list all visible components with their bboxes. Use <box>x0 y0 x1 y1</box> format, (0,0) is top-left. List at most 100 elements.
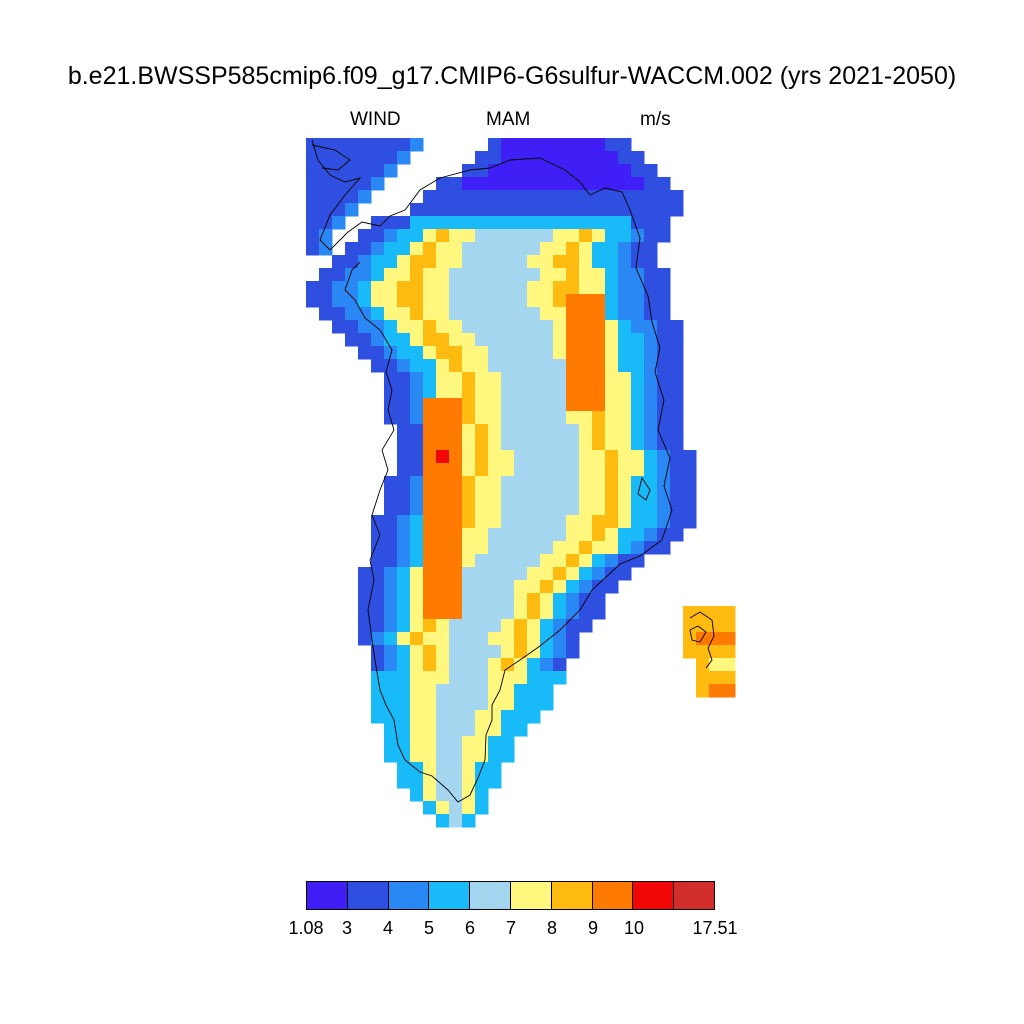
map-cell <box>384 554 398 568</box>
colorbar-box <box>633 882 675 909</box>
map-cell <box>410 567 424 581</box>
map-cell <box>488 255 502 269</box>
map-cell <box>501 307 515 321</box>
map-cell <box>618 476 632 490</box>
map-cell <box>566 177 580 191</box>
map-cell <box>345 294 359 308</box>
map-cell <box>384 515 398 529</box>
map-cell <box>488 385 502 399</box>
map-cell <box>527 710 541 724</box>
map-cell <box>462 710 476 724</box>
map-cell <box>423 242 437 256</box>
map-cell <box>436 697 450 711</box>
map-cell <box>475 554 489 568</box>
map-cell <box>527 606 541 620</box>
map-cell <box>514 242 528 256</box>
map-cell <box>371 229 385 243</box>
map-cell <box>397 762 411 776</box>
map-cell <box>566 190 580 204</box>
map-cell <box>631 528 645 542</box>
map-cell <box>436 372 450 386</box>
map-cell <box>449 450 463 464</box>
map-cell <box>553 541 567 555</box>
map-cell <box>579 372 593 386</box>
map-cell <box>449 437 463 451</box>
map-cell <box>436 268 450 282</box>
map-cell <box>436 489 450 503</box>
map-cell <box>423 554 437 568</box>
map-cell <box>501 489 515 503</box>
map-cell <box>449 736 463 750</box>
map-cell <box>332 255 346 269</box>
map-cell <box>501 333 515 347</box>
colorbar-box <box>510 882 552 909</box>
map-cell <box>605 346 619 360</box>
map-cell <box>501 697 515 711</box>
map-cell <box>579 242 593 256</box>
map-cell <box>683 476 697 490</box>
map-cell <box>410 593 424 607</box>
map-cell <box>462 580 476 594</box>
map-cell <box>475 268 489 282</box>
map-cell <box>475 463 489 477</box>
map-cell <box>436 593 450 607</box>
map-cell <box>540 307 554 321</box>
map-cells <box>306 138 736 828</box>
map-cell <box>540 229 554 243</box>
map-cell <box>462 684 476 698</box>
map-cell <box>449 203 463 217</box>
map-cell <box>644 502 658 516</box>
map-cell <box>462 814 476 828</box>
map-cell <box>462 476 476 490</box>
map-cell <box>683 502 697 516</box>
map-cell <box>475 749 489 763</box>
map-cell <box>410 281 424 295</box>
map-cell <box>345 242 359 256</box>
map-cell <box>488 229 502 243</box>
map-cell <box>514 424 528 438</box>
map-cell <box>358 632 372 646</box>
map-cell <box>553 476 567 490</box>
map-cell <box>553 424 567 438</box>
map-cell <box>371 138 385 152</box>
map-cell <box>475 645 489 659</box>
map-cell <box>566 203 580 217</box>
map-cell <box>553 411 567 425</box>
map-cell <box>605 307 619 321</box>
map-cell <box>579 346 593 360</box>
map-cell <box>540 437 554 451</box>
map-cell <box>722 658 736 672</box>
map-cell <box>488 580 502 594</box>
map-cell <box>462 671 476 685</box>
map-title: b.e21.BWSSP585cmip6.f09_g17.CMIP6-G6sulf… <box>67 62 957 90</box>
map-cell <box>657 190 671 204</box>
map-cell <box>540 164 554 178</box>
map-cell <box>449 684 463 698</box>
map-cell <box>449 671 463 685</box>
map-cell <box>540 515 554 529</box>
map-cell <box>449 229 463 243</box>
map-cell <box>397 736 411 750</box>
map-cell <box>423 268 437 282</box>
map-cell <box>644 385 658 399</box>
map-cell <box>371 710 385 724</box>
map-cell <box>631 333 645 347</box>
map-cell <box>618 372 632 386</box>
map-cell <box>501 476 515 490</box>
map-cell <box>423 424 437 438</box>
colorbar-box <box>551 882 593 909</box>
map-cell <box>410 463 424 477</box>
map-cell <box>501 255 515 269</box>
map-cell <box>644 190 658 204</box>
map-cell <box>566 463 580 477</box>
map-cell <box>514 476 528 490</box>
map-cell <box>436 749 450 763</box>
colorbar-box <box>592 882 634 909</box>
map-cell <box>345 164 359 178</box>
map-cell <box>605 554 619 568</box>
map-cell <box>592 177 606 191</box>
map-cell <box>527 671 541 685</box>
map-cell <box>462 398 476 412</box>
map-cell <box>553 294 567 308</box>
